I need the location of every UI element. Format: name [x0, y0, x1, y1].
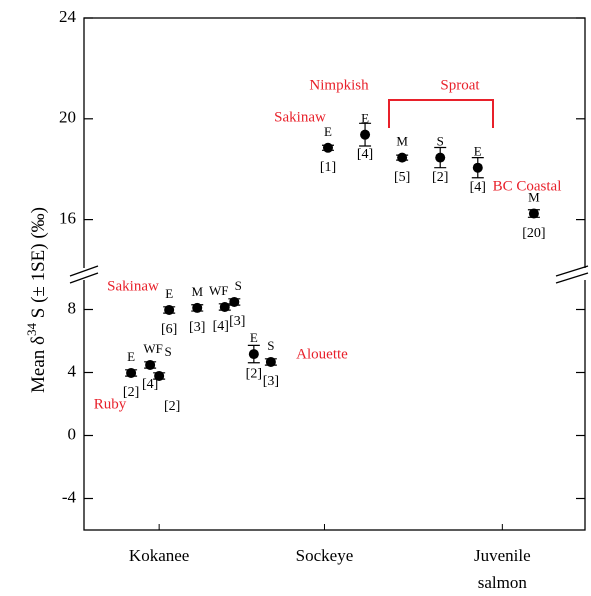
x-tick-label: Kokanee — [128, 546, 190, 565]
point-label: E — [474, 144, 482, 159]
annotation: Sakinaw — [274, 109, 326, 125]
point-count: [3] — [229, 314, 245, 329]
y-tick-label: 4 — [68, 361, 77, 380]
annotation: Sproat — [440, 77, 480, 93]
point-count: [3] — [263, 374, 279, 389]
point-count: [2] — [246, 366, 262, 381]
y-tick-label: -4 — [62, 487, 77, 506]
axis-break — [69, 265, 99, 277]
axis-break — [69, 272, 99, 284]
annotation: Sakinaw — [107, 278, 159, 294]
annotation: Nimpkish — [309, 77, 369, 93]
data-point — [164, 304, 175, 315]
point-count: [3] — [189, 320, 205, 335]
point-count: [4] — [213, 319, 229, 334]
x-tick-label: Sockeye — [295, 546, 354, 565]
point-label: S — [437, 134, 444, 149]
data-point — [360, 129, 371, 140]
point-count: [2] — [164, 399, 180, 414]
data-point — [435, 152, 446, 163]
point-label: WF — [143, 341, 163, 356]
y-tick-label: 24 — [59, 7, 77, 26]
annotation: BC Coastal — [493, 178, 562, 194]
data-point — [219, 301, 230, 312]
y-axis-title-part: Mean δ — [28, 336, 49, 393]
point-label: E — [361, 111, 369, 126]
y-axis-title: Mean δ34 S (± 1SE) (‰) — [24, 207, 49, 393]
data-point — [322, 142, 333, 153]
point-count: [6] — [161, 322, 177, 337]
x-tick-label: Juvenile salmon — [474, 546, 531, 592]
plot-frame — [83, 17, 586, 531]
y-tick-label: 0 — [68, 424, 77, 443]
point-count: [4] — [470, 180, 486, 195]
y-tick-label: 16 — [59, 209, 76, 228]
data-point — [472, 162, 483, 173]
point-label: E — [250, 330, 258, 345]
data-point — [154, 370, 165, 381]
point-label: E — [127, 349, 135, 364]
point-count: [1] — [320, 160, 336, 175]
point-count: [5] — [394, 170, 410, 185]
y-axis-title-part: S (± 1SE) (‰) — [28, 207, 49, 323]
point-label: M — [191, 284, 203, 299]
data-point — [528, 208, 539, 219]
point-label: E — [324, 124, 332, 139]
sproat-bracket — [388, 99, 494, 128]
axis-break — [555, 265, 589, 277]
y-tick-label: 20 — [59, 108, 76, 127]
data-point — [192, 302, 203, 313]
point-label: E — [165, 286, 173, 301]
data-point — [397, 152, 408, 163]
data-point — [229, 296, 240, 307]
y-tick-label: 8 — [68, 298, 77, 317]
point-label: WF — [209, 283, 229, 298]
y-axis-title-sup: 34 — [24, 323, 39, 337]
point-label: S — [267, 338, 274, 353]
axis-break — [555, 272, 589, 284]
point-label: M — [528, 190, 540, 205]
point-label: S — [235, 278, 242, 293]
annotation: Ruby — [94, 396, 127, 412]
annotation: Alouette — [296, 346, 348, 362]
point-count: [4] — [357, 147, 373, 162]
point-count: [2] — [432, 170, 448, 185]
point-count: [4] — [142, 377, 158, 392]
data-point — [248, 349, 259, 360]
data-point — [145, 359, 156, 370]
point-count: [2] — [123, 385, 139, 400]
data-point — [126, 367, 137, 378]
point-count: [20] — [522, 226, 545, 241]
data-point — [265, 356, 276, 367]
point-label: S — [165, 344, 172, 359]
point-label: M — [396, 134, 408, 149]
